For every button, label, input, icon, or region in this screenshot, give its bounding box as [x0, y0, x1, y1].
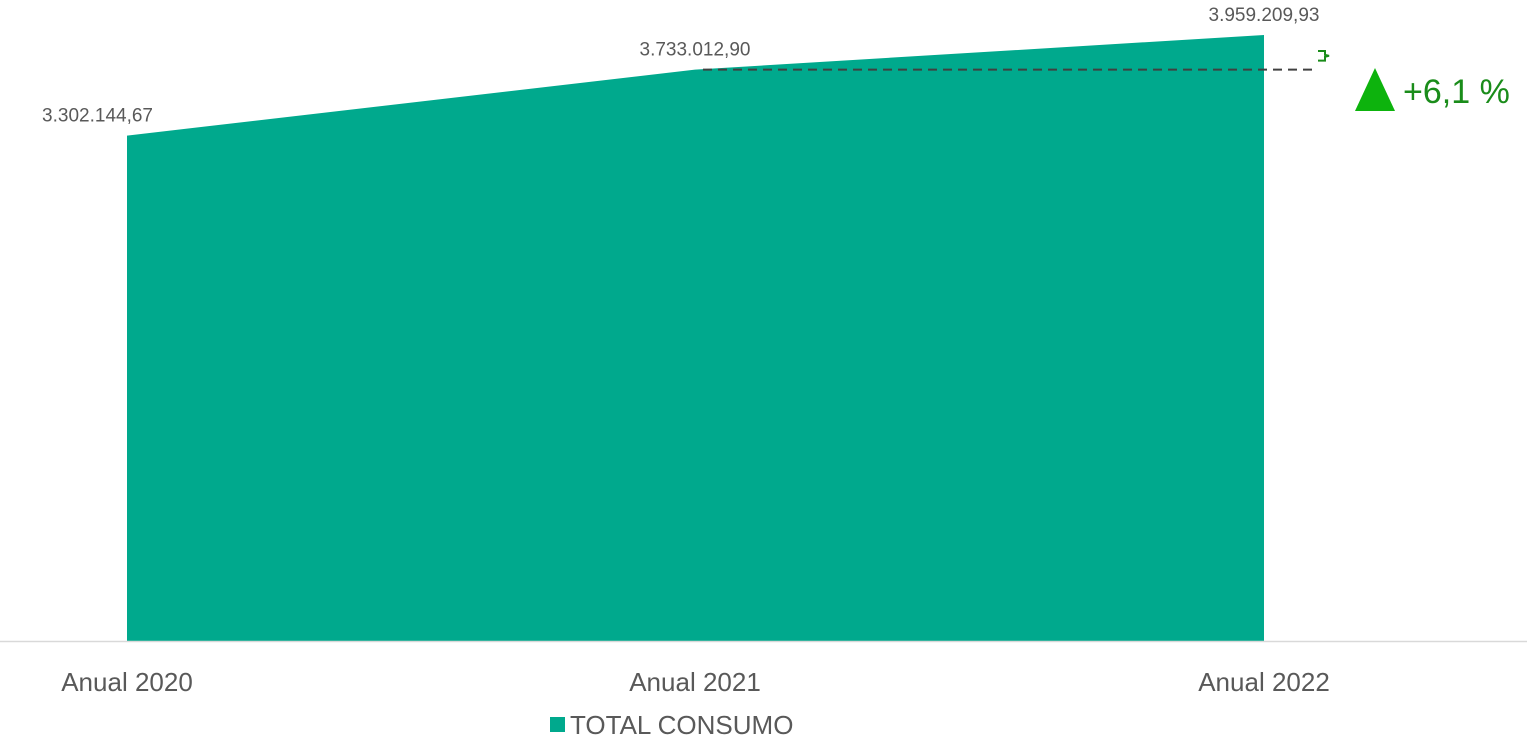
- x-tick-label: Anual 2022: [1198, 667, 1330, 697]
- x-axis-tick-labels: Anual 2020 Anual 2021 Anual 2022: [61, 667, 1330, 697]
- x-tick-label: Anual 2020: [61, 667, 193, 697]
- legend-swatch: [550, 717, 565, 732]
- change-percent-label: +6,1 %: [1403, 73, 1510, 111]
- legend: TOTAL CONSUMO: [550, 710, 793, 740]
- change-bracket: [1318, 50, 1330, 62]
- data-label: 3.302.144,67: [42, 106, 153, 127]
- legend-label-total-consumo: TOTAL CONSUMO: [570, 710, 793, 740]
- x-tick-label: Anual 2021: [629, 667, 761, 697]
- data-labels: 3.302.144,67 3.733.012,90 3.959.209,93: [42, 5, 1319, 127]
- change-annotation: +6,1 %: [703, 50, 1510, 111]
- area-series-total-consumo: [127, 35, 1264, 641]
- data-label: 3.959.209,93: [1209, 5, 1320, 26]
- data-label: 3.733.012,90: [640, 40, 751, 61]
- up-triangle-icon: [1355, 68, 1395, 111]
